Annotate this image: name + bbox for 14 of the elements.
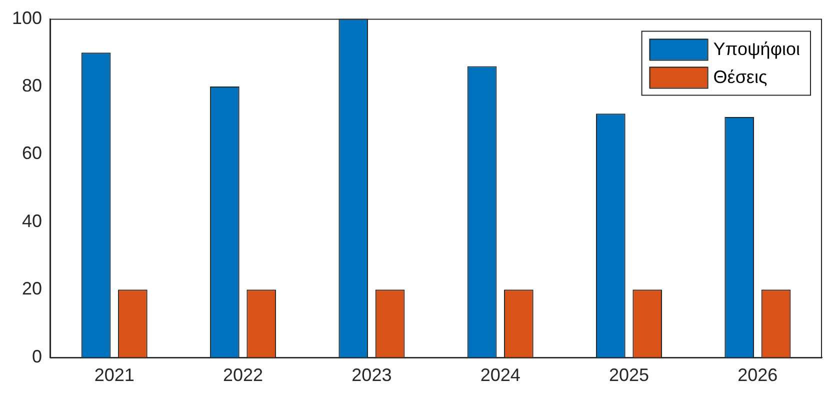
x-tick-label: 2026 [738, 365, 778, 386]
y-tick-label: 40 [22, 210, 42, 231]
x-tick-label: 2023 [352, 365, 392, 386]
x-tick-label: 2025 [608, 365, 650, 386]
y-tick-label: 0 [32, 346, 42, 366]
y-tick-label: 20 [22, 278, 42, 299]
x-tick-label: 2024 [480, 365, 520, 386]
legend-label: Θέσεις [713, 66, 768, 87]
x-tick-label: 2021 [94, 365, 134, 386]
y-tick-label: 60 [22, 143, 42, 164]
legend-label: Υποψήφιοι [713, 38, 800, 59]
y-tick-label: 100 [12, 8, 42, 28]
x-tick-label: 2022 [223, 365, 264, 386]
y-tick-label: 80 [22, 75, 42, 96]
